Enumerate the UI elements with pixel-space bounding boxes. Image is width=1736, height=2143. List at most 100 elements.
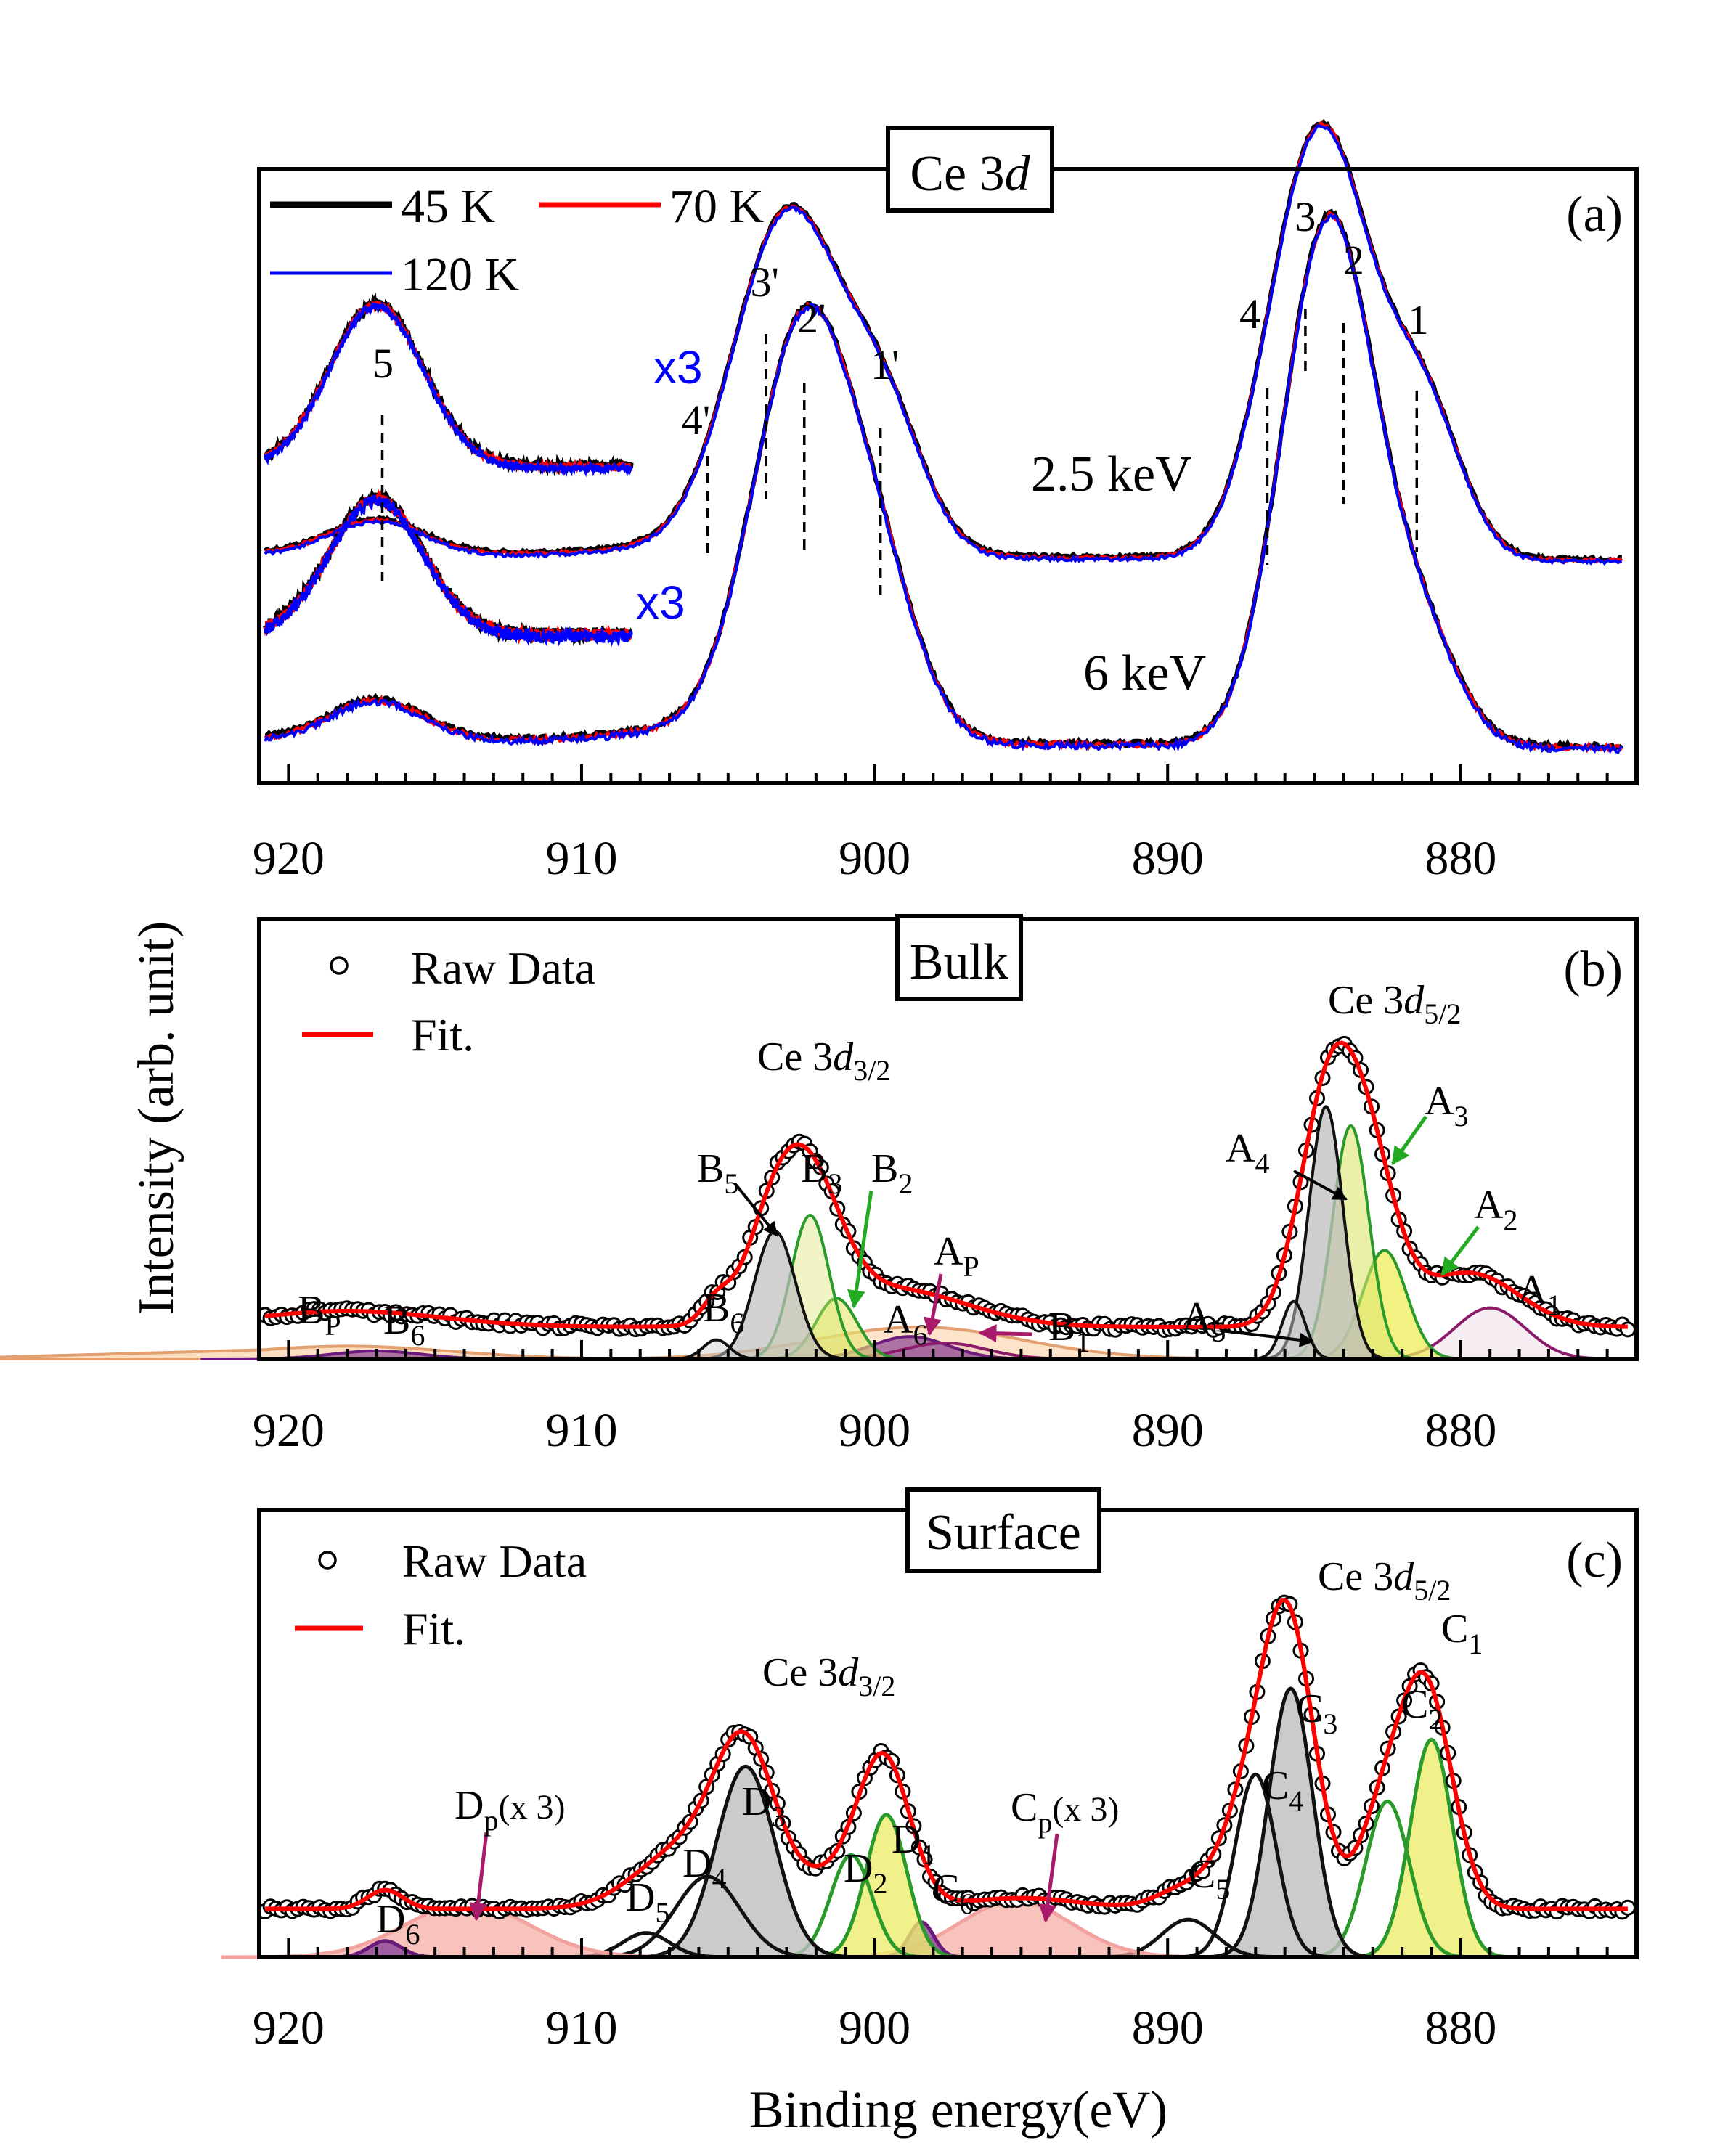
peak-marker-label: 3 bbox=[1295, 193, 1316, 240]
group-label-c-3d32: Ce 3d3/2 bbox=[762, 1650, 895, 1702]
y-axis-label: Intensity (arb. unit) bbox=[129, 921, 184, 1315]
arrow-ap bbox=[923, 1273, 943, 1336]
panel-b-title: Bulk bbox=[910, 934, 1008, 990]
component-label: C4 bbox=[1262, 1763, 1303, 1817]
component-label: C6 bbox=[932, 1866, 974, 1920]
x-tick-label: 890 bbox=[1132, 1404, 1204, 1457]
component-label: D3 bbox=[742, 1779, 786, 1833]
component-label: C3 bbox=[1296, 1686, 1337, 1740]
x-tick-label: 900 bbox=[839, 1404, 910, 1457]
peak-marker-label: 4' bbox=[682, 396, 710, 444]
legend-marker-raw-c bbox=[318, 1551, 337, 1570]
panel-a-x-axis: 920 910 900 890 880 bbox=[253, 764, 1638, 885]
panel-a-annotation-2-5kev: 2.5 keV bbox=[1031, 446, 1192, 502]
component-label: B3 bbox=[801, 1146, 842, 1200]
panel-b-arrows bbox=[733, 1115, 1480, 1347]
panel-a-legend: 45 K 70 K 120 K bbox=[270, 180, 764, 301]
panel-a-label: (a) bbox=[1566, 187, 1623, 242]
panel-a-title-box: Ce 3d bbox=[886, 126, 1054, 213]
x-tick-label: 920 bbox=[253, 832, 325, 885]
panel-a-title-italic: d bbox=[1005, 146, 1031, 202]
x-tick-label: 920 bbox=[253, 1404, 325, 1457]
panel-a-annotation-x3-bottom: x3 bbox=[636, 576, 685, 629]
legend-text-fit: Fit. bbox=[411, 1009, 474, 1061]
trace-2.5kev-120k bbox=[264, 124, 1623, 566]
arrow-b2 bbox=[847, 1190, 873, 1309]
panel-c-plot bbox=[221, 1594, 1636, 1959]
panel-c-arrows bbox=[469, 1832, 1059, 1923]
peak-marker-label: 3' bbox=[751, 258, 779, 306]
component-label: A5 bbox=[1182, 1294, 1226, 1348]
panel-b-legend: Raw Data Fit. bbox=[302, 942, 595, 1061]
trace-2.5kev-x3-120k bbox=[264, 301, 633, 478]
arrow-b1 bbox=[978, 1324, 1033, 1343]
component-label: B5 bbox=[697, 1146, 738, 1200]
panel-b-title-box: Bulk bbox=[895, 914, 1023, 1001]
legend-marker-raw bbox=[330, 956, 349, 975]
trace-6kev-x3-120k bbox=[264, 494, 633, 648]
legend-text-120k: 120 K bbox=[401, 248, 519, 301]
legend-text-fit-c: Fit. bbox=[402, 1603, 465, 1654]
component-label: Dp(x 3) bbox=[455, 1783, 565, 1837]
panel-c: 920 910 900 890 880 Surface (c) Raw Data Fit… bbox=[221, 1487, 1639, 2139]
component-label: A1 bbox=[1517, 1268, 1561, 1321]
component-label: Cp(x 3) bbox=[1011, 1785, 1119, 1839]
x-axis-label: Binding energy(eV) bbox=[749, 2081, 1168, 2139]
arrow-a3 bbox=[1390, 1115, 1428, 1166]
legend-text-raw-c: Raw Data bbox=[402, 1535, 587, 1587]
arrow-dp bbox=[469, 1832, 489, 1922]
x-tick-label: 910 bbox=[545, 2001, 617, 2054]
legend-text-raw: Raw Data bbox=[411, 942, 595, 994]
component-label: AP bbox=[934, 1229, 979, 1283]
legend-text-70k: 70 K bbox=[669, 180, 764, 233]
x-tick-label: 880 bbox=[1425, 1404, 1496, 1457]
component-label: D5 bbox=[626, 1875, 669, 1929]
x-tick-label: 880 bbox=[1425, 2001, 1496, 2054]
fit-component bbox=[627, 1764, 865, 1959]
panel-c-x-axis: 920 910 900 890 880 bbox=[253, 1938, 1638, 2054]
group-label-c-3d52: Ce 3d5/2 bbox=[1318, 1554, 1451, 1607]
component-label: A6 bbox=[884, 1297, 927, 1351]
component-label: A3 bbox=[1425, 1079, 1468, 1132]
arrow-a2 bbox=[1440, 1225, 1480, 1276]
arrow-b5 bbox=[733, 1182, 778, 1237]
x-tick-label: 920 bbox=[253, 2001, 325, 2054]
panel-a-traces bbox=[263, 118, 1624, 754]
peak-marker-label: 2' bbox=[797, 295, 826, 342]
arrow-cp bbox=[1038, 1833, 1059, 1923]
x-tick-label: 890 bbox=[1132, 832, 1204, 885]
panel-b-x-axis: 920 910 900 890 880 bbox=[253, 1340, 1638, 1457]
trace-2.5kev-x3-70k bbox=[264, 300, 633, 475]
component-label: D2 bbox=[844, 1846, 887, 1900]
panel-a-annotation-x3-top: x3 bbox=[653, 341, 703, 393]
peak-marker-label: 4 bbox=[1239, 290, 1260, 338]
trace-6kev-120k bbox=[264, 213, 1623, 754]
component-label: C2 bbox=[1401, 1682, 1443, 1736]
component-label: B6 bbox=[703, 1286, 744, 1339]
component-label: D4 bbox=[682, 1841, 726, 1895]
x-tick-label: 880 bbox=[1425, 832, 1496, 885]
panel-a-peak-markers: 5 4' 3' 2' 1' 4 321 bbox=[372, 193, 1429, 603]
panel-b-label: (b) bbox=[1563, 942, 1623, 997]
component-label: B1 bbox=[1048, 1305, 1090, 1358]
panel-c-legend: Raw Data Fit. bbox=[295, 1535, 587, 1654]
component-label: BP bbox=[298, 1288, 341, 1342]
fit-line bbox=[265, 1597, 1628, 1911]
x-tick-label: 900 bbox=[839, 2001, 910, 2054]
peak-marker-label: 5 bbox=[372, 340, 394, 387]
group-label-b-3d32: Ce 3d3/2 bbox=[757, 1034, 890, 1087]
component-label: C1 bbox=[1441, 1607, 1483, 1660]
fit-component bbox=[1201, 1686, 1381, 1959]
peak-marker-label: 1' bbox=[871, 341, 899, 388]
component-label: A2 bbox=[1474, 1183, 1517, 1236]
panel-a-annotation-6kev: 6 keV bbox=[1083, 645, 1206, 701]
x-tick-label: 890 bbox=[1132, 2001, 1204, 2054]
panel-a-title: Ce 3 bbox=[910, 146, 1004, 202]
component-label: C5 bbox=[1189, 1852, 1230, 1906]
peak-marker-label: 1 bbox=[1408, 296, 1429, 343]
component-label: B2 bbox=[871, 1146, 913, 1200]
panel-c-title-box: Surface bbox=[905, 1487, 1101, 1573]
x-tick-label: 910 bbox=[545, 1404, 617, 1457]
